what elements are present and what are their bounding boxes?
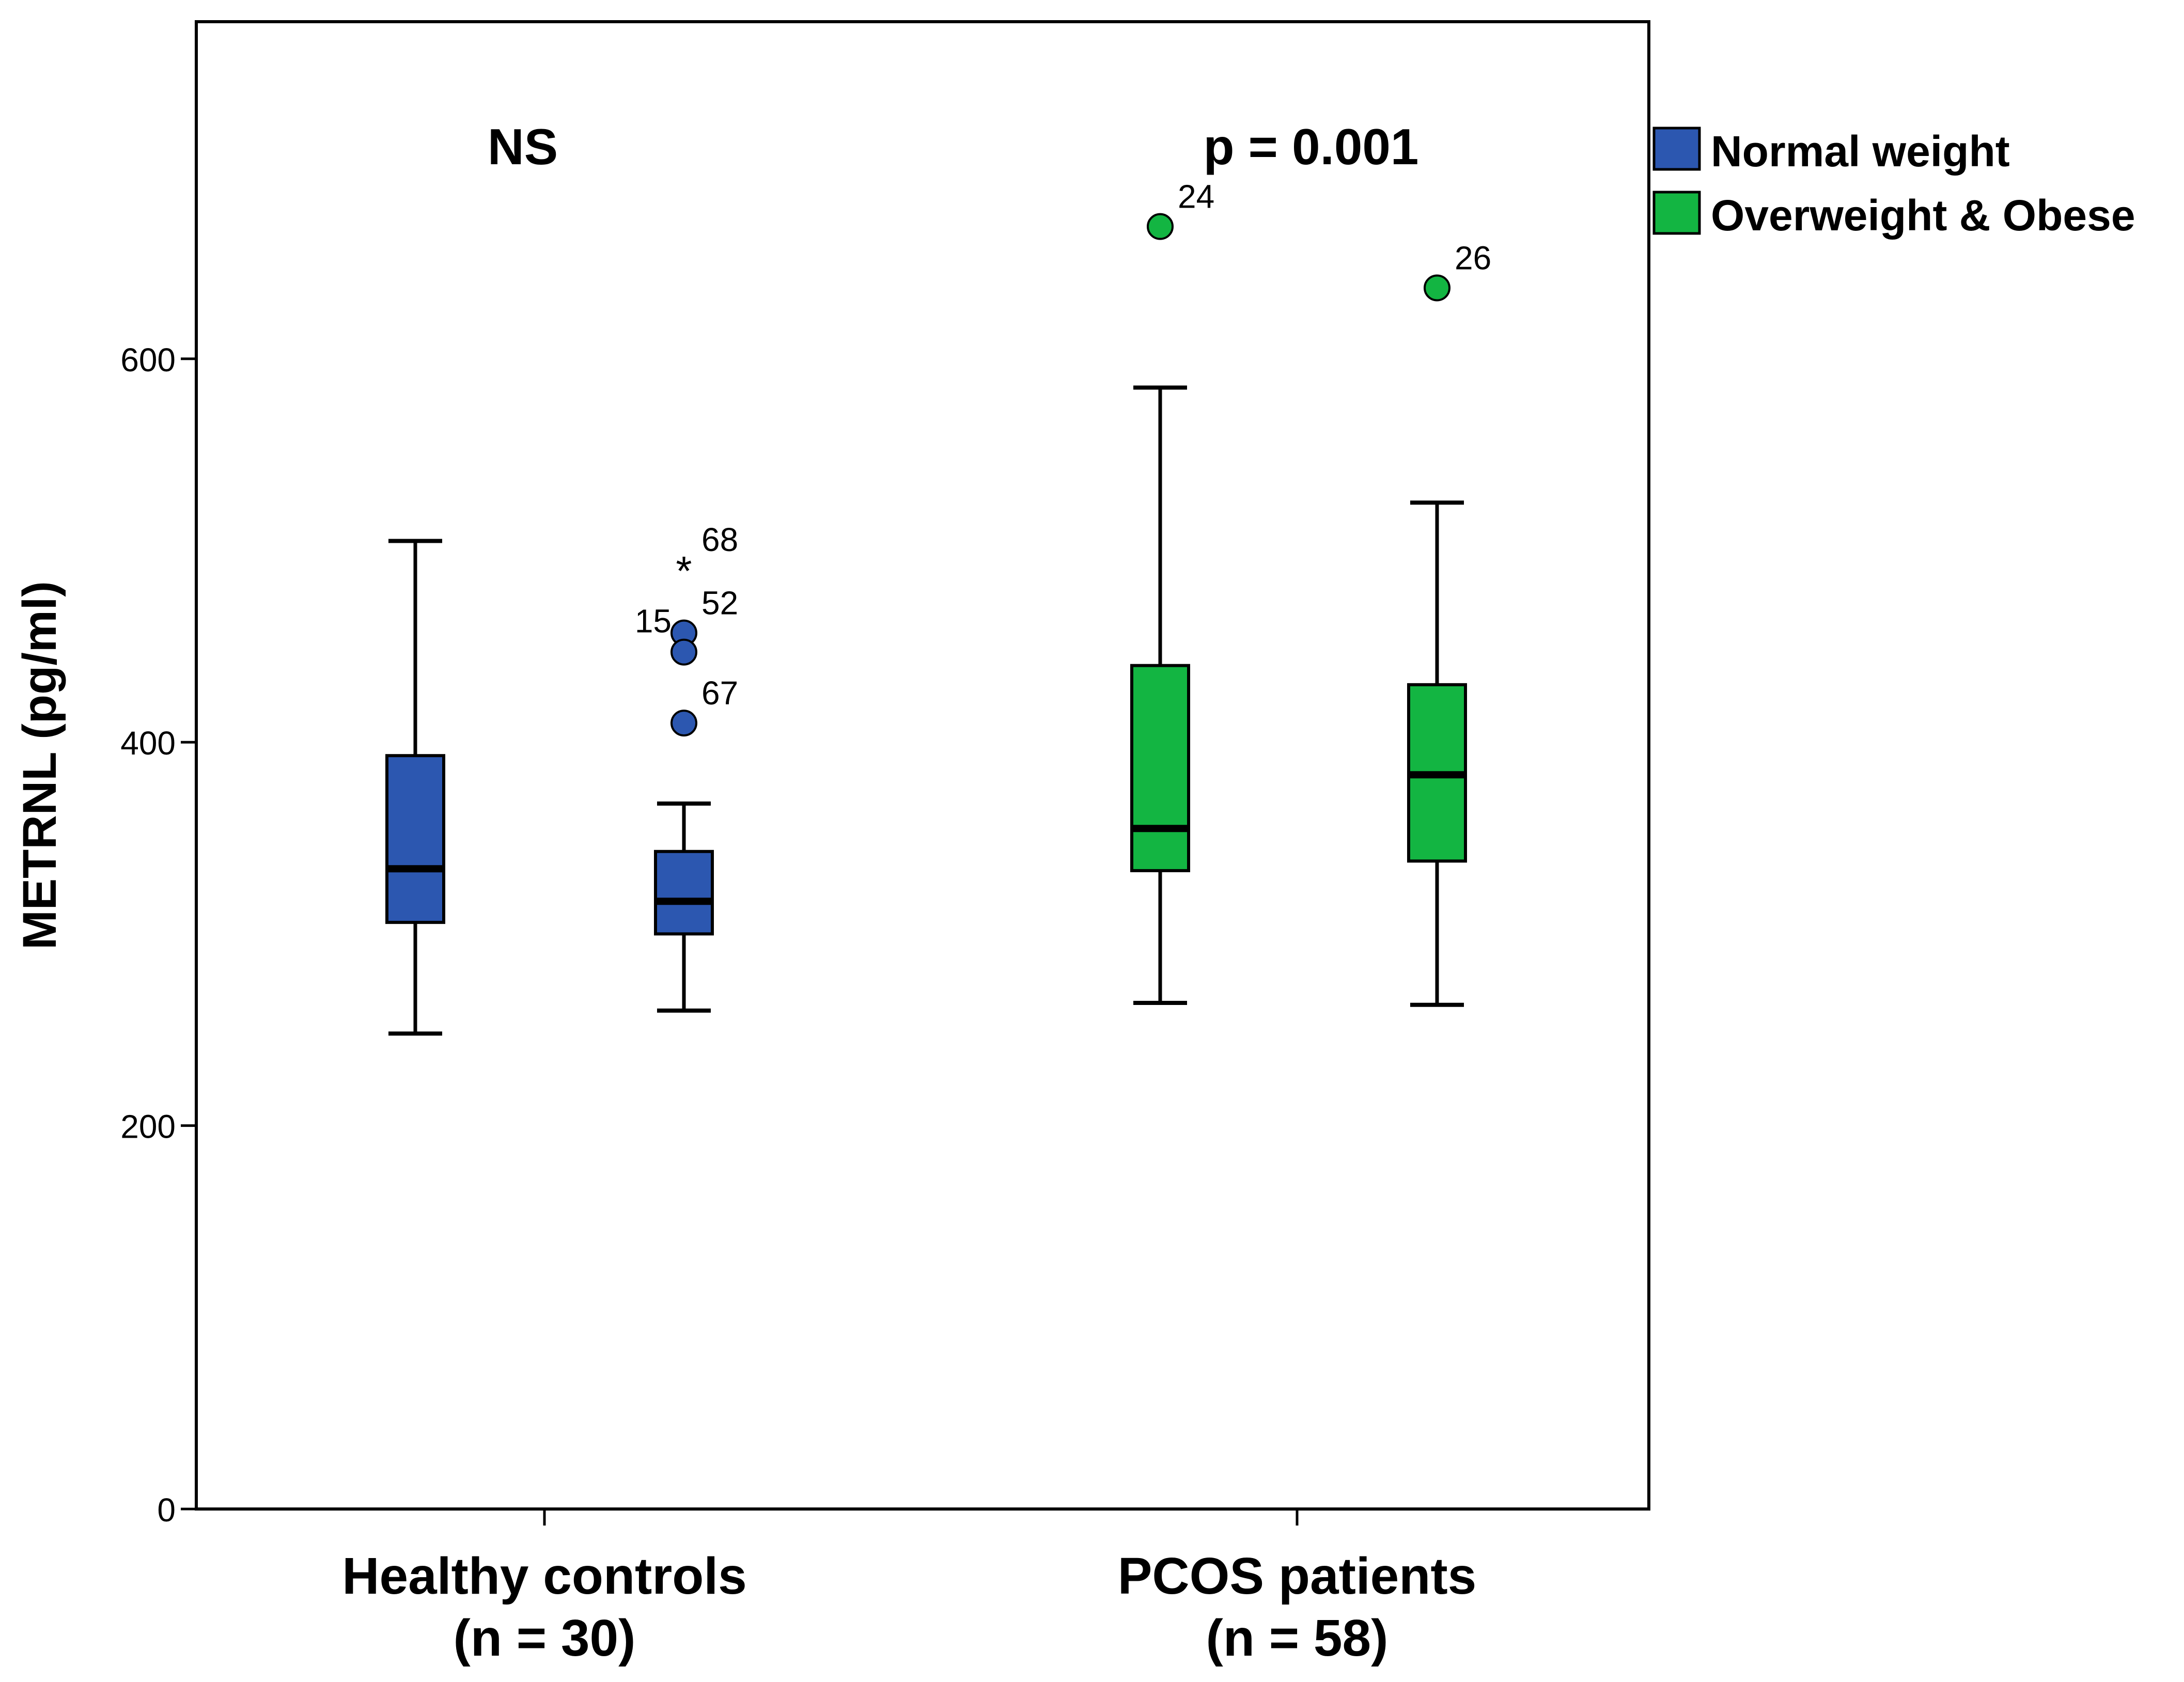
legend: Normal weight Overweight & Obese [1652, 127, 2135, 240]
box-group [385, 385, 1467, 1036]
legend-label-normal: Normal weight [1711, 127, 2010, 176]
outlier-label: 68 [701, 521, 738, 558]
outlier-point [1424, 274, 1450, 302]
outlier-point [670, 638, 697, 666]
outlier-point [670, 710, 697, 737]
outlier-label: 52 [701, 585, 738, 622]
y-axis: 0 200 400 600 [120, 341, 196, 1529]
y-axis-title: METRNL (pg/ml) [13, 581, 66, 950]
outlier-label: 67 [701, 674, 738, 712]
annotation-healthy: NS [488, 118, 558, 175]
x-category-n-label: (n = 30) [454, 1609, 636, 1667]
box-iqr [654, 850, 714, 936]
legend-swatch-normal [1652, 127, 1701, 171]
legend-swatch-overweight [1652, 191, 1701, 235]
outlier-label: 24 [1178, 178, 1214, 215]
outlier-extreme-marker: * [676, 548, 692, 594]
annotation-pcos: p = 0.001 [1204, 118, 1419, 175]
box-iqr [1130, 664, 1190, 872]
y-tick-label: 400 [120, 725, 176, 762]
x-category-label: PCOS patients [1118, 1547, 1477, 1605]
legend-label-overweight: Overweight & Obese [1711, 191, 2135, 240]
y-tick-label: 0 [157, 1491, 176, 1529]
plot-frame [195, 20, 1650, 1511]
outlier-label: 15 [635, 603, 672, 640]
y-tick-label: 600 [120, 341, 176, 379]
x-axis: Healthy controls(n = 30) PCOS patients(n … [342, 1509, 1476, 1667]
y-tick-label: 200 [120, 1108, 176, 1145]
x-category-label: Healthy controls [342, 1547, 747, 1605]
x-category-n-label: (n = 58) [1206, 1609, 1389, 1667]
outlier-group: *68 52 15 67 24 26 [635, 178, 1491, 737]
outlier-point [1147, 213, 1174, 240]
box-iqr [385, 754, 445, 924]
outlier-label: 26 [1455, 239, 1491, 276]
